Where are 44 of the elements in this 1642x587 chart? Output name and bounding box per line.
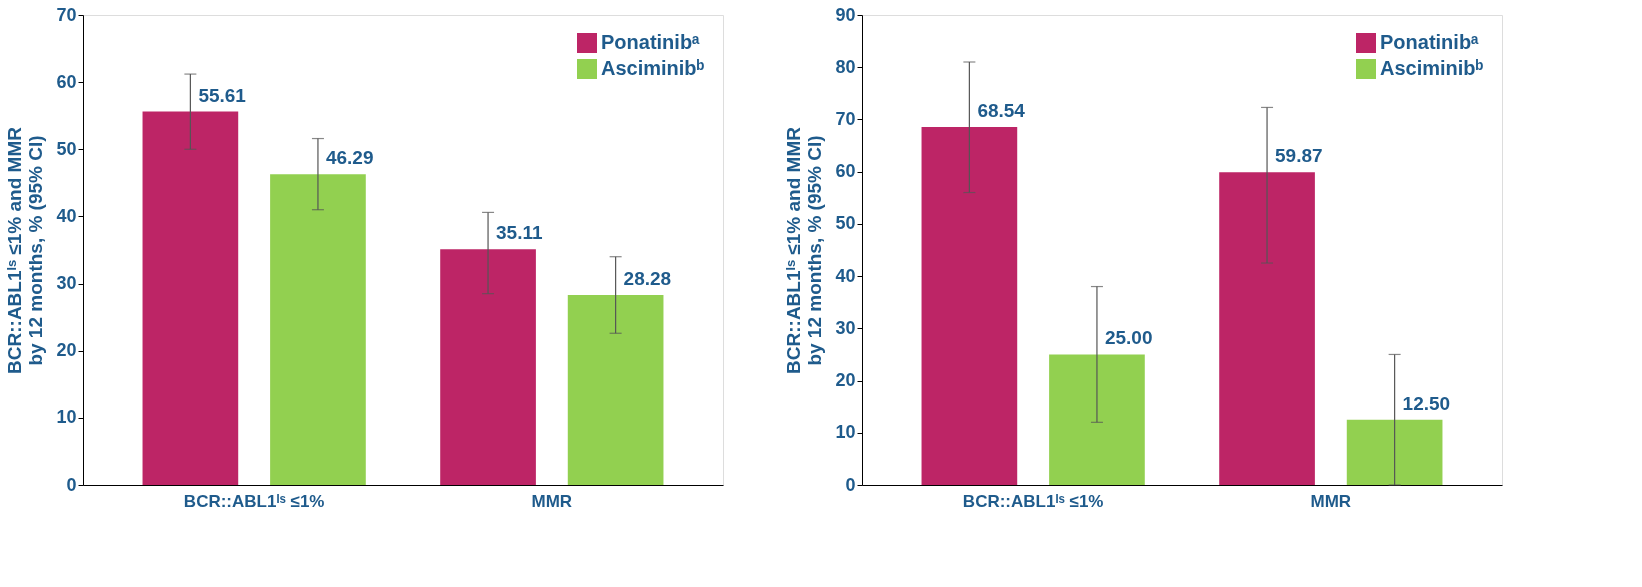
y-tick-label: 60 [835, 161, 856, 182]
y-tick-label: 40 [56, 205, 77, 226]
x-tick-label: MMR [531, 491, 573, 511]
y-axis-title: BCR::ABL1ᴵˢ ≤1% and MMR by 12 months, % (95% CI) [783, 126, 826, 374]
y-tick-label: 0 [845, 474, 856, 495]
bar [1219, 172, 1315, 485]
data-label: 55.61 [198, 84, 247, 106]
bar [567, 295, 664, 485]
data-label: 28.28 [623, 268, 672, 290]
y-tick-label: 30 [56, 273, 77, 294]
y-axis-title: BCR::ABL1ᴵˢ ≤1% and MMR by 12 months, % (95% CI) [4, 126, 47, 374]
y-tick-label: 70 [56, 4, 77, 25]
y-tick-label: 30 [835, 317, 856, 338]
bar [440, 249, 536, 485]
y-tick-label: 20 [56, 340, 77, 361]
bar [921, 127, 1018, 485]
bar [1049, 354, 1145, 485]
x-tick-label: BCR::ABL1ᴵˢ ≤1% [183, 491, 325, 511]
bar [270, 174, 366, 485]
y-tick-label: 50 [56, 138, 77, 159]
data-label: 25.00 [1104, 327, 1153, 349]
data-label: 35.11 [496, 222, 543, 244]
y-tick-label: 80 [835, 56, 856, 77]
legend-label: Asciminibᵇ [1380, 57, 1484, 79]
bar [142, 111, 239, 485]
data-label: 59.87 [1275, 145, 1323, 167]
legend-label: Ponatinibᵃ [601, 31, 701, 53]
y-tick-label: 10 [835, 422, 856, 443]
data-label: 46.29 [325, 147, 374, 169]
y-tick-label: 70 [835, 108, 856, 129]
data-label: 12.50 [1402, 392, 1451, 414]
y-tick-label: 40 [835, 265, 856, 286]
data-label: 68.54 [977, 100, 1026, 122]
y-tick-label: 90 [835, 4, 856, 25]
legend-label: Ponatinibᵃ [1380, 31, 1480, 53]
x-tick-label: MMR [1310, 491, 1352, 511]
y-tick-label: 50 [835, 213, 856, 234]
x-tick-label: BCR::ABL1ᴵˢ ≤1% [962, 491, 1104, 511]
y-tick-label: 10 [56, 407, 77, 428]
y-tick-label: 0 [66, 474, 77, 495]
bar [1346, 419, 1443, 485]
legend-label: Asciminibᵇ [601, 57, 705, 79]
y-tick-label: 20 [835, 370, 856, 391]
y-tick-label: 60 [56, 71, 77, 92]
